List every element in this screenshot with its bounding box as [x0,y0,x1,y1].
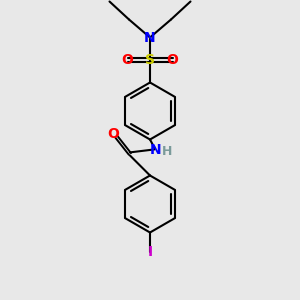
Text: O: O [107,127,119,141]
Text: I: I [147,245,153,259]
Text: O: O [167,53,178,67]
Text: O: O [122,53,134,67]
Text: H: H [162,145,172,158]
Text: N: N [144,31,156,44]
Text: N: N [150,143,162,157]
Text: S: S [145,53,155,67]
